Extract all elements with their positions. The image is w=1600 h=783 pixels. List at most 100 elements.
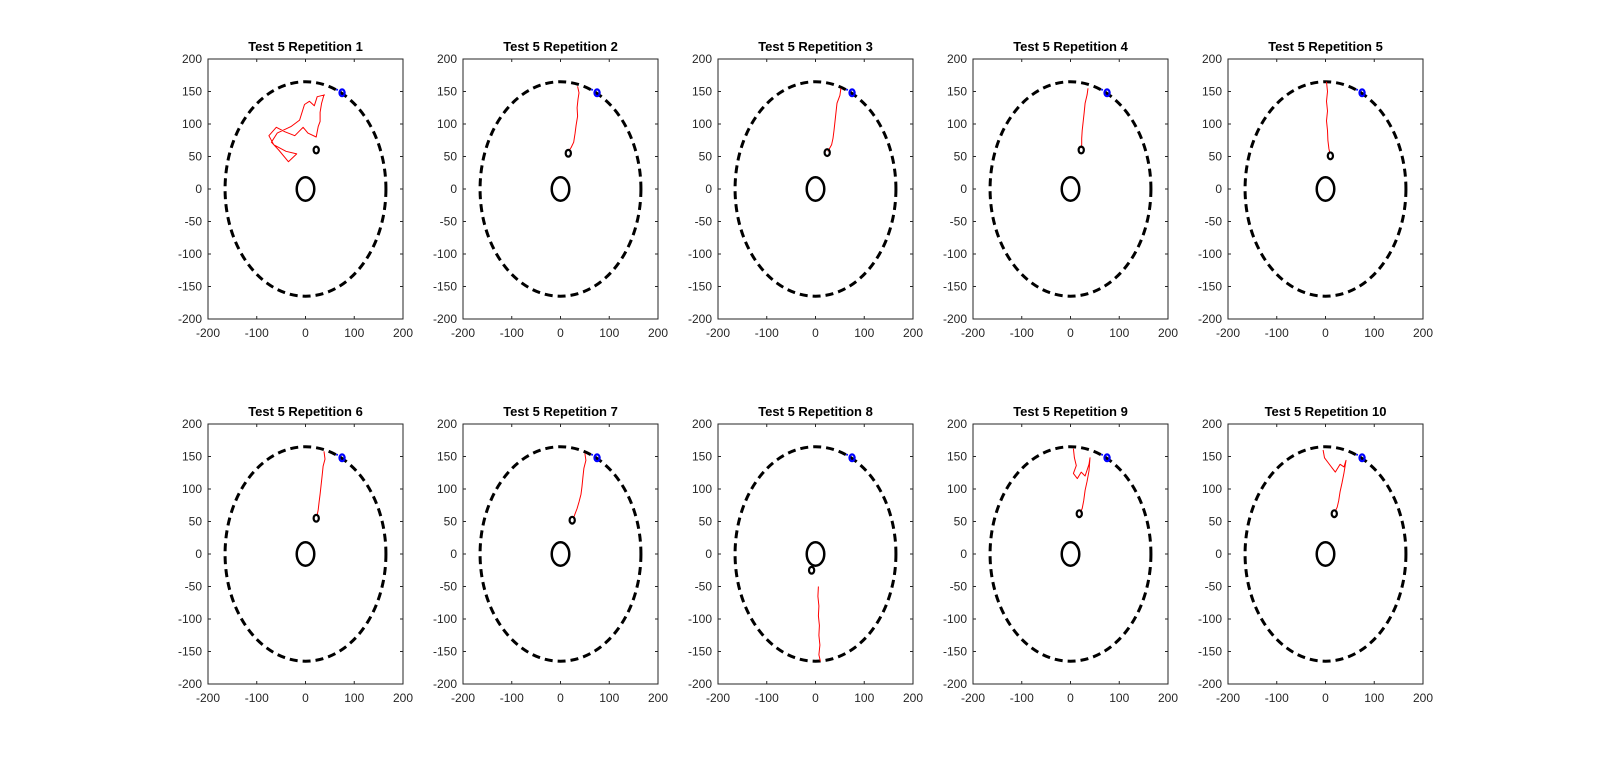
y-tick-label: -150 — [688, 645, 712, 659]
plot-area — [478, 80, 643, 298]
goal-marker — [1103, 453, 1111, 463]
y-tick-label: -100 — [688, 612, 712, 626]
y-tick-label: 100 — [947, 482, 967, 496]
end-marker — [807, 565, 816, 575]
axes-box — [207, 58, 404, 320]
boundary-circle — [223, 445, 388, 663]
end-marker — [1077, 145, 1085, 155]
y-tick-label: 150 — [1202, 85, 1222, 99]
y-tick-label: 100 — [437, 117, 457, 131]
y-tick-label: 0 — [960, 547, 967, 561]
axes-box — [462, 423, 659, 685]
axes-box — [972, 423, 1169, 685]
boundary-circle — [1243, 445, 1408, 663]
x-tick-label: 100 — [599, 326, 619, 340]
y-tick-label: 50 — [699, 150, 713, 164]
y-tick-label: 50 — [444, 150, 458, 164]
subplot-1: Test 5 Repetition 1 -200 -100 0 100 200 200 150… — [178, 39, 413, 340]
y-tick-label: -150 — [943, 645, 967, 659]
goal-dot — [846, 453, 849, 456]
x-tick-label: -100 — [500, 326, 524, 340]
goal-dot — [846, 88, 849, 91]
end-marker — [1075, 509, 1083, 519]
x-tick-label: -100 — [755, 691, 779, 705]
plot-area — [733, 80, 898, 298]
plot-title: Test 5 Repetition 3 — [758, 39, 873, 54]
obstacle-circle — [805, 541, 826, 567]
y-tick-label: 100 — [692, 482, 712, 496]
y-tick-label: 200 — [437, 52, 457, 66]
x-tick-label: 0 — [557, 326, 564, 340]
subplot-7: Test 5 Repetition 7 -200 -100 0 100 200 200 150… — [433, 404, 668, 705]
x-tick-label: 200 — [1413, 326, 1433, 340]
y-tick-label: 200 — [692, 52, 712, 66]
goal-dot — [336, 453, 339, 456]
obstacle-circle — [295, 176, 316, 202]
subplot-10: Test 5 Repetition 10 -200 -100 0 100 200 200 15… — [1198, 404, 1433, 705]
goal-marker — [1358, 453, 1366, 463]
y-tick-label: 0 — [705, 182, 712, 196]
subplot-9: Test 5 Repetition 9 -200 -100 0 100 200 200 150… — [943, 404, 1178, 705]
y-tick-label: 150 — [437, 85, 457, 99]
plot-title: Test 5 Repetition 2 — [503, 39, 618, 54]
x-tick-label: -200 — [451, 326, 475, 340]
goal-dot — [1356, 88, 1359, 91]
goal-marker — [338, 88, 346, 98]
axes-box — [717, 58, 914, 320]
y-tick-label: 0 — [450, 547, 457, 561]
subplot-5: Test 5 Repetition 5 -200 -100 0 100 200 200 150… — [1198, 39, 1433, 340]
y-tick-label: 50 — [444, 515, 458, 529]
axes-box — [1227, 423, 1424, 685]
trajectory-line — [1326, 81, 1331, 154]
y-tick-label: 150 — [692, 450, 712, 464]
y-tick-label: -150 — [688, 280, 712, 294]
y-tick-label: -100 — [688, 247, 712, 261]
obstacle-circle — [550, 541, 571, 567]
goal-dot — [336, 88, 339, 91]
x-tick-label: -200 — [1216, 691, 1240, 705]
y-tick-label: -50 — [185, 580, 203, 594]
x-tick-label: -200 — [961, 326, 985, 340]
obstacle-circle — [1060, 541, 1081, 567]
goal-marker — [848, 88, 856, 98]
plot-title: Test 5 Repetition 1 — [248, 39, 363, 54]
y-tick-label: 50 — [189, 515, 203, 529]
y-tick-label: 200 — [182, 417, 202, 431]
x-tick-label: 100 — [344, 326, 364, 340]
x-tick-label: 0 — [812, 691, 819, 705]
x-tick-label: 200 — [1158, 691, 1178, 705]
y-tick-label: -200 — [433, 312, 457, 326]
trajectory-line — [568, 86, 580, 151]
plot-area — [988, 445, 1153, 663]
y-tick-label: -200 — [688, 677, 712, 691]
y-tick-label: 50 — [954, 150, 968, 164]
plot-title: Test 5 Repetition 9 — [1013, 404, 1128, 419]
x-tick-label: 100 — [344, 691, 364, 705]
y-tick-label: -50 — [440, 215, 458, 229]
x-tick-label: -200 — [1216, 326, 1240, 340]
goal-marker — [593, 88, 601, 98]
plot-area — [1243, 80, 1408, 298]
end-marker — [568, 515, 576, 525]
y-tick-label: -200 — [178, 312, 202, 326]
end-marker — [823, 148, 831, 158]
y-tick-label: 150 — [692, 85, 712, 99]
y-tick-label: -50 — [440, 580, 458, 594]
goal-dot — [1101, 453, 1104, 456]
y-tick-label: -150 — [943, 280, 967, 294]
subplot-3: Test 5 Repetition 3 -200 -100 0 100 200 200 150… — [688, 39, 923, 340]
x-tick-label: -100 — [500, 691, 524, 705]
y-tick-label: -200 — [1198, 312, 1222, 326]
y-tick-label: -100 — [433, 247, 457, 261]
obstacle-circle — [1315, 541, 1336, 567]
y-tick-label: -200 — [943, 677, 967, 691]
end-marker — [312, 513, 320, 523]
plot-area — [478, 445, 643, 663]
y-tick-label: -100 — [433, 612, 457, 626]
y-tick-label: 100 — [182, 482, 202, 496]
x-tick-label: 0 — [302, 326, 309, 340]
trajectory-line — [316, 451, 326, 516]
y-tick-label: -200 — [1198, 677, 1222, 691]
plot-title: Test 5 Repetition 10 — [1265, 404, 1387, 419]
obstacle-circle — [1060, 176, 1081, 202]
